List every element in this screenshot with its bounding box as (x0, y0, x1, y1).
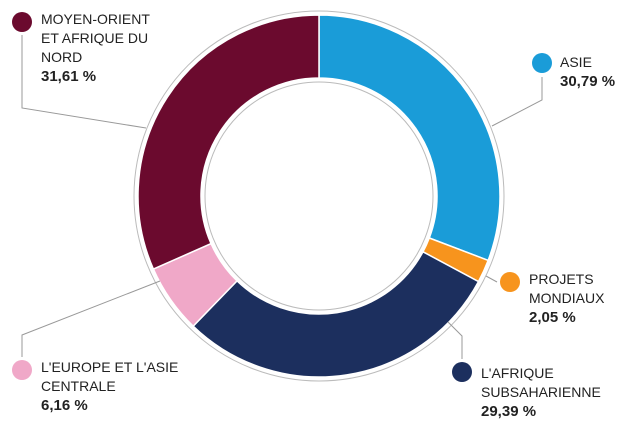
slice-label: PROJETS MONDIAUX 2,05 % (529, 270, 624, 327)
slice-label: L'EUROPE ET L'ASIE CENTRALE 6,16 % (41, 358, 186, 415)
value-label: 6,16 % (41, 397, 88, 414)
leader-line (21, 280, 161, 357)
donut-slice (192, 250, 480, 378)
category-name: MOYEN-ORIENT ET AFRIQUE DU NORD (41, 11, 150, 65)
legend-dot (532, 53, 552, 73)
legend-dot (12, 12, 32, 32)
value-label: 31,61 % (41, 68, 97, 85)
slice-label: ASIE 30,79 % (560, 53, 630, 91)
leader-line (491, 77, 543, 127)
category-name: ASIE (560, 54, 592, 70)
inner-ring (204, 81, 434, 311)
outer-ring (133, 10, 505, 382)
category-name: PROJETS MONDIAUX (529, 271, 605, 306)
legend-dot (12, 360, 32, 380)
leader-line (485, 275, 498, 283)
donut-slice (318, 14, 501, 262)
leader-line (21, 35, 147, 129)
donut-slice (137, 14, 320, 271)
value-label: 2,05 % (529, 309, 576, 326)
slice-label: MOYEN-ORIENT ET AFRIQUE DU NORD 31,61 % (41, 10, 166, 86)
slice-label: L'AFRIQUE SUBSAHARIENNE 29,39 % (481, 364, 626, 421)
legend-dot (500, 272, 520, 292)
category-name: L'EUROPE ET L'ASIE CENTRALE (41, 359, 179, 394)
value-label: 30,79 % (560, 73, 616, 90)
category-name: L'AFRIQUE SUBSAHARIENNE (481, 365, 601, 400)
legend-dot (452, 362, 472, 382)
value-label: 29,39 % (481, 403, 537, 420)
leader-line (447, 321, 463, 359)
